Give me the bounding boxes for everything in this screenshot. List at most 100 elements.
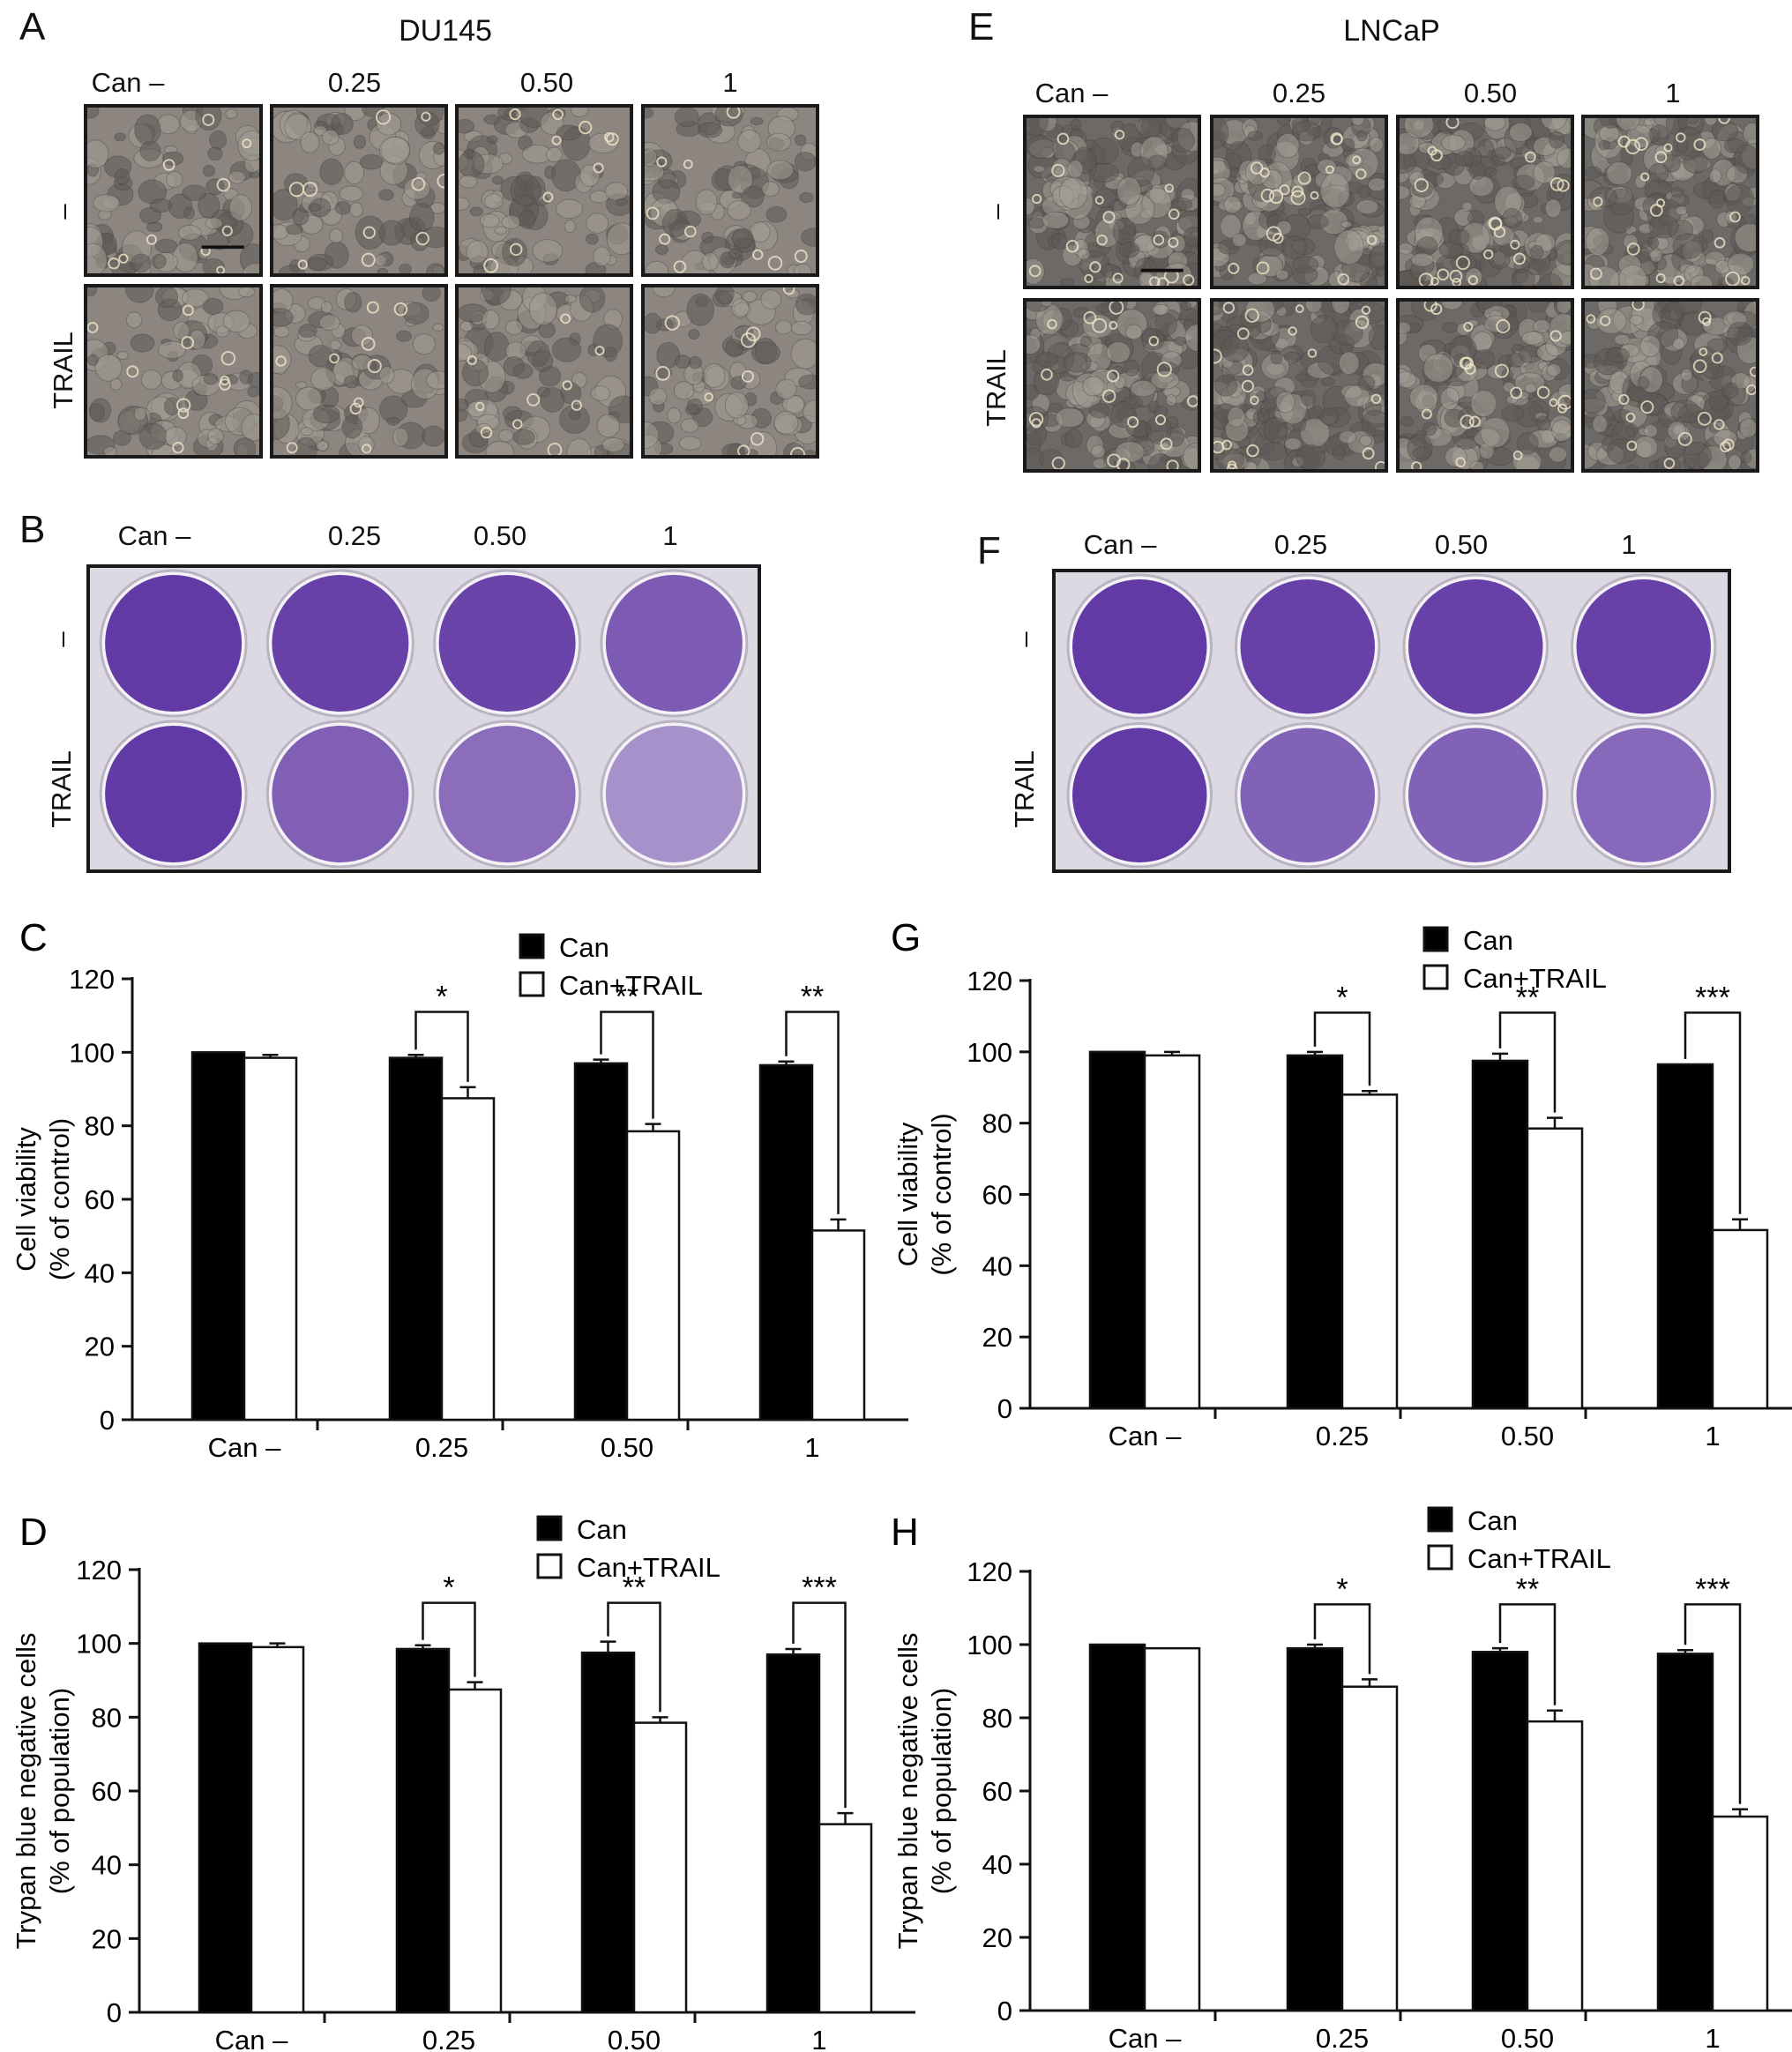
significance-label: ** — [616, 981, 638, 1014]
panel-letter: D — [19, 1511, 48, 1554]
y-tick-label: 0 — [997, 1996, 1012, 2026]
chart-h: H 0 20 40 60 80 100 120 Trypan blue negative cel… — [891, 1505, 1792, 2052]
plate-well — [1072, 728, 1207, 862]
panel-f-col-label: Can – — [1083, 529, 1157, 560]
panel-a-col-label: Can – — [91, 67, 165, 98]
micrograph-image — [641, 104, 819, 277]
micrograph-image — [84, 104, 263, 277]
y-axis-label: (% of population) — [926, 1688, 957, 1894]
y-tick-label: 20 — [92, 1923, 122, 1954]
y-tick-label: 100 — [76, 1629, 122, 1660]
micrograph-image — [1396, 115, 1574, 289]
bar-can-trail — [625, 1130, 681, 1421]
chart-g: G 0 20 40 60 80 100 120 Cell viability (% of cont… — [891, 916, 1792, 1451]
x-tick-label: Can – — [215, 2025, 288, 2052]
y-tick-label: 120 — [967, 1556, 1012, 1587]
y-tick-label: 20 — [982, 1322, 1012, 1353]
y-tick-label: 60 — [982, 1776, 1012, 1807]
bar-can — [1088, 1643, 1146, 2012]
x-tick-label: Can – — [208, 1432, 281, 1463]
micrograph-image — [641, 284, 819, 459]
plate-well — [1408, 728, 1543, 862]
y-axis-label: Cell viability — [892, 1122, 923, 1266]
panel-f-col-label: 0.25 — [1273, 529, 1328, 560]
bar-can-trail — [810, 1229, 866, 1421]
bar-can — [1471, 1059, 1529, 1410]
significance-label: ** — [1516, 981, 1539, 1014]
significance-bracket — [607, 1601, 661, 1712]
chart-d: D 0 20 40 60 80 100 120 Trypan blue negative cel… — [11, 1511, 915, 2052]
bar-can-trail — [1526, 1720, 1584, 2012]
y-axis-label: Trypan blue negative cells — [11, 1633, 41, 1950]
y-tick-label: 60 — [92, 1776, 122, 1807]
y-tick-label: 0 — [997, 1393, 1012, 1424]
micrograph-image — [1023, 298, 1201, 473]
y-tick-label: 120 — [967, 966, 1012, 996]
legend-label: Can — [559, 932, 609, 963]
bar-can — [1656, 1653, 1714, 2012]
panel-b-col-label: 0.25 — [327, 520, 382, 551]
plate-well — [272, 575, 409, 712]
panel-e-col-label: 0.50 — [1463, 78, 1518, 108]
significance-label: *** — [802, 1571, 837, 1605]
x-tick-label: 0.25 — [1316, 1421, 1369, 1451]
panel-f-row-label: TRAIL — [1009, 750, 1040, 828]
panel-e-col-label: 0.25 — [1272, 78, 1326, 108]
bar-can-trail — [1143, 1054, 1201, 1410]
y-axis-label: (% of population) — [44, 1688, 75, 1894]
panel-letter-e: E — [968, 5, 995, 49]
y-tick-label: 80 — [982, 1108, 1012, 1139]
x-tick-label: 0.50 — [608, 2025, 661, 2052]
panel-letter-f: F — [977, 529, 1001, 572]
micrograph-image — [1023, 115, 1201, 289]
bar-can — [1286, 1646, 1344, 2012]
plate-well-rim — [600, 720, 749, 869]
y-tick-label: 60 — [982, 1180, 1012, 1211]
cell-line-title-lncap: LNCaP — [1343, 14, 1440, 48]
bar-can-trail — [632, 1721, 688, 2014]
x-tick-label: 1 — [1705, 2023, 1720, 2052]
y-tick-label: 40 — [982, 1250, 1012, 1281]
y-tick-label: 0 — [100, 1405, 115, 1436]
legend-label: Can+TRAIL — [577, 1552, 721, 1583]
y-tick-label: 120 — [76, 1555, 122, 1586]
y-tick-label: 40 — [85, 1257, 115, 1288]
panel-a-row-label: TRAIL — [48, 332, 78, 409]
bar-can — [388, 1056, 444, 1421]
y-tick-label: 40 — [982, 1849, 1012, 1880]
bar-can-trail — [818, 1823, 873, 2014]
significance-label: * — [436, 981, 447, 1014]
legend-label: Can — [1463, 925, 1513, 956]
y-axis-label: Trypan blue negative cells — [892, 1633, 923, 1950]
panel-f-plate — [1052, 569, 1731, 873]
significance-label: *** — [1695, 981, 1730, 1014]
micrograph-image — [1581, 115, 1759, 289]
plate-well — [1240, 728, 1375, 862]
bar-can-trail — [447, 1688, 503, 2014]
y-tick-label: 40 — [92, 1850, 122, 1881]
bar-can — [758, 1063, 814, 1421]
panel-a-col-label: 1 — [722, 67, 738, 98]
micrograph-image — [270, 284, 448, 459]
bar-can — [190, 1051, 246, 1421]
plate-well — [605, 726, 743, 862]
panel-b-col-label: 1 — [662, 520, 678, 551]
micrograph-image — [455, 104, 633, 277]
legend-swatch-can-trail — [1427, 1544, 1453, 1571]
legend-label: Can — [1467, 1505, 1518, 1536]
panel-letter: C — [19, 916, 48, 959]
micrograph-image — [1210, 115, 1388, 289]
bar-can — [573, 1062, 629, 1421]
significance-bracket — [414, 1011, 469, 1082]
bar-can-trail — [250, 1645, 305, 2014]
significance-label: ** — [1516, 1572, 1539, 1606]
significance-bracket — [792, 1601, 847, 1809]
micrograph-image — [1396, 298, 1574, 473]
legend-swatch-can — [519, 933, 545, 959]
significance-bracket — [1313, 1603, 1371, 1675]
panel-letter-a: A — [19, 5, 46, 49]
significance-label: *** — [1695, 1572, 1730, 1606]
bar-can — [1088, 1050, 1146, 1410]
x-tick-label: 1 — [811, 2025, 826, 2052]
panel-f-col-label: 1 — [1621, 529, 1637, 560]
